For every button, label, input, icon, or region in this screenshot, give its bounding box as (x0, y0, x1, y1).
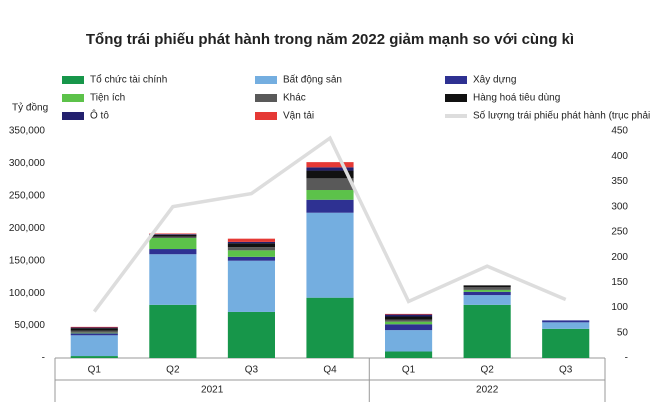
bar-segment (542, 320, 590, 323)
bar-segment (463, 304, 511, 358)
group-label: 2022 (476, 385, 499, 396)
bar-segment (306, 199, 354, 213)
bar-segment (70, 328, 118, 331)
bar-segment (149, 234, 197, 237)
bar-segment (463, 295, 511, 305)
bar-segment (385, 313, 433, 315)
legend-swatch (62, 76, 84, 84)
bar-segment (70, 326, 118, 328)
bar-segment (227, 256, 275, 261)
bar-segment (227, 247, 275, 251)
bar-segment (227, 311, 275, 358)
x-tick-label: Q2 (480, 365, 494, 376)
bar-segment (385, 324, 433, 331)
bar-segment (149, 233, 197, 235)
bar-segment (542, 328, 590, 358)
bar-segment (463, 289, 511, 292)
bar-segment (306, 170, 354, 179)
bar-segment (463, 287, 511, 290)
legend-swatch (255, 94, 277, 102)
y-tick-label: - (42, 353, 45, 364)
y2-tick-label: - (625, 353, 628, 364)
y2-tick-label: 450 (611, 126, 628, 137)
y2-tick-label: 250 (611, 227, 628, 238)
bar-segment (149, 304, 197, 358)
y2-tick-label: 400 (611, 151, 628, 162)
x-tick-label: Q3 (559, 365, 573, 376)
x-tick-label: Q3 (245, 365, 259, 376)
bar-segment (70, 327, 118, 329)
y-axis-label: Tỷ đồng (12, 102, 48, 114)
bar-segment (227, 250, 275, 257)
y-tick-label: 250,000 (9, 190, 46, 201)
legend-label: Tiện ích (90, 93, 125, 104)
bar-segment (149, 234, 197, 235)
line (92, 135, 567, 313)
x-tick-label: Q1 (88, 365, 102, 376)
y-tick-label: 50,000 (14, 320, 45, 331)
legend-label: Vận tải (283, 111, 314, 122)
bar-segment (385, 316, 433, 320)
y2-tick-label: 200 (611, 252, 628, 263)
y2-tick-label: 300 (611, 201, 628, 212)
legend-label: Khác (283, 93, 306, 104)
bar-segment (385, 351, 433, 358)
y2-tick-label: 100 (611, 302, 628, 313)
bar-segment (306, 178, 354, 191)
y-tick-label: 150,000 (9, 255, 46, 266)
bar-segment (463, 291, 511, 296)
bar-segment (385, 330, 433, 352)
chart-title: Tổng trái phiếu phát hành trong năm 2022… (86, 31, 574, 48)
bar-segment (385, 321, 433, 325)
bar-segment (149, 254, 197, 305)
bar-segment (70, 356, 118, 358)
x-tick-label: Q1 (402, 365, 416, 376)
legend-swatch (445, 94, 467, 102)
x-tick-label: Q2 (166, 365, 180, 376)
legend-label: Hàng hoá tiêu dùng (473, 93, 560, 104)
legend-swatch (255, 112, 277, 120)
y-tick-label: 350,000 (9, 126, 46, 137)
bar-segment (70, 333, 118, 336)
y-tick-label: 200,000 (9, 223, 46, 234)
bar-segment (227, 243, 275, 248)
legend-label: Bất động sản (283, 74, 342, 86)
bar-segment (70, 330, 118, 333)
bar-segment (149, 236, 197, 239)
bar-segment (385, 319, 433, 322)
legend-swatch (445, 76, 467, 84)
legend-swatch (62, 94, 84, 102)
bar-segment (149, 249, 197, 255)
bar-segment (227, 241, 275, 244)
bar-segment (149, 238, 197, 250)
bar-segment (227, 260, 275, 312)
y2-tick-label: 350 (611, 176, 628, 187)
bar-segment (306, 167, 354, 171)
bar-segment (463, 285, 511, 288)
bar-segment (70, 335, 118, 357)
bar-segment (306, 162, 354, 168)
legend-swatch (255, 76, 277, 84)
legend-swatch (62, 112, 84, 120)
x-tick-label: Q4 (323, 365, 337, 376)
bar-segment (306, 190, 354, 200)
bar-segment (385, 314, 433, 317)
bar-segment (306, 212, 354, 298)
y2-tick-label: 150 (611, 277, 628, 288)
legend-label: Tổ chức tài chính (90, 74, 167, 86)
bar-segment (542, 322, 590, 329)
legend-label: Ô tô (90, 109, 109, 122)
y-tick-label: 300,000 (9, 158, 46, 169)
bar-segment (306, 297, 354, 358)
group-label: 2021 (201, 385, 224, 396)
bar-segment (227, 238, 275, 242)
y-tick-label: 100,000 (9, 288, 46, 299)
legend-label: Xây dựng (473, 75, 516, 86)
legend-label: Số lượng trái phiếu phát hành (trục phải… (473, 110, 650, 122)
bar-segment (70, 332, 118, 334)
y2-tick-label: 50 (617, 327, 629, 338)
